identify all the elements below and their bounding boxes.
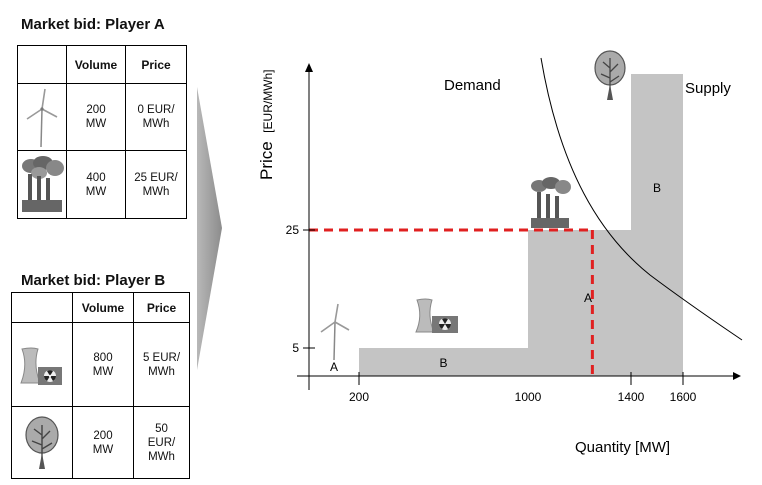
volume-header: Volume bbox=[66, 45, 126, 84]
supply-step-label: A bbox=[330, 360, 338, 374]
supply-label: Supply bbox=[685, 80, 731, 97]
player-a-bid-table: Volume Price 200 MW 0 EUR/ MWh bbox=[17, 45, 187, 219]
volume-header: Volume bbox=[72, 292, 134, 323]
x-tick-label: 1000 bbox=[515, 390, 542, 404]
x-axis-arrowhead bbox=[733, 372, 741, 380]
supply-step-4 bbox=[631, 74, 683, 376]
table-row: 400 MW 25 EUR/ MWh bbox=[17, 150, 187, 219]
table-row: 200 MW 50 EUR/ MWh bbox=[11, 406, 190, 479]
y-axis-arrowhead bbox=[305, 63, 313, 72]
y-tick-label: 25 bbox=[286, 223, 300, 237]
supply-step-3 bbox=[528, 230, 631, 376]
price-cell: 0 EUR/ MWh bbox=[125, 83, 187, 151]
volume-cell: 800 MW bbox=[72, 322, 134, 407]
biomass-tree-icon bbox=[25, 415, 59, 469]
supply-step-label: B bbox=[653, 181, 661, 195]
wind-turbine-icon bbox=[320, 303, 350, 361]
y-axis-label: Price bbox=[257, 141, 276, 180]
price-cell: 25 EUR/ MWh bbox=[125, 150, 187, 219]
player-b-bid-table: Volume Price 800 MW 5 EUR/ MWh 200 bbox=[11, 292, 190, 479]
supply-step-label: A bbox=[584, 291, 592, 305]
player-a-title: Market bid: Player A bbox=[21, 16, 165, 33]
price-cell: 50 EUR/ MWh bbox=[133, 406, 190, 479]
wind-turbine-icon bbox=[26, 88, 58, 147]
biomass-tree-icon bbox=[594, 50, 626, 100]
x-tick-label: 1600 bbox=[670, 390, 697, 404]
demand-curve bbox=[540, 57, 743, 341]
coal-plant-icon bbox=[531, 177, 571, 228]
x-tick-label: 200 bbox=[349, 390, 369, 404]
nuclear-plant-icon bbox=[415, 298, 458, 333]
table-row: 800 MW 5 EUR/ MWh bbox=[11, 322, 190, 407]
x-axis-label: Quantity [MW] bbox=[575, 439, 670, 456]
supply-step-2 bbox=[359, 348, 528, 376]
svg-text:Price [EUR/MWh]: Price [EUR/MWh] bbox=[257, 69, 276, 180]
volume-cell: 200 MW bbox=[66, 83, 126, 151]
volume-cell: 200 MW bbox=[72, 406, 134, 479]
demand-label: Demand bbox=[444, 77, 501, 94]
nuclear-plant-icon bbox=[20, 347, 62, 385]
table-row: 200 MW 0 EUR/ MWh bbox=[17, 83, 187, 151]
price-header: Price bbox=[125, 45, 187, 84]
player-b-title: Market bid: Player B bbox=[21, 272, 166, 289]
coal-plant-icon bbox=[22, 155, 64, 212]
volume-cell: 400 MW bbox=[66, 150, 126, 219]
supply-step-label: B bbox=[439, 356, 447, 370]
price-header: Price bbox=[133, 292, 190, 323]
y-axis-unit: [EUR/MWh] bbox=[261, 69, 275, 132]
x-tick-label: 1400 bbox=[618, 390, 645, 404]
y-tick-label: 5 bbox=[292, 341, 299, 355]
